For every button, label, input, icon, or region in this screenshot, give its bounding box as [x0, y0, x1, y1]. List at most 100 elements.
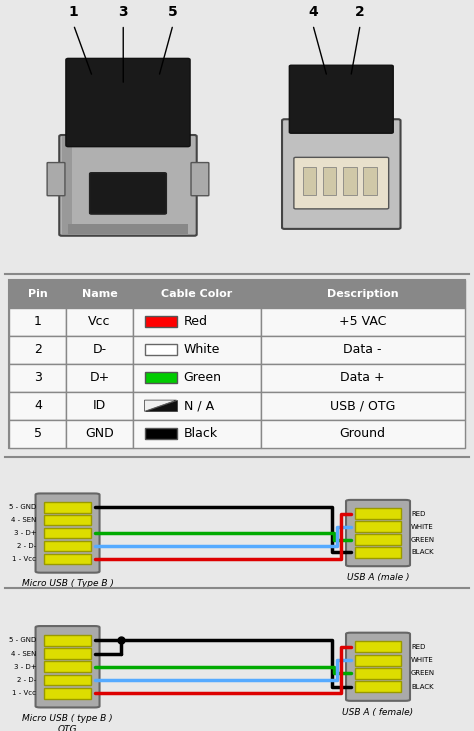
Bar [261, 308, 465, 336]
Bar [133, 420, 261, 447]
Text: Red: Red [183, 315, 208, 328]
Bar [145, 316, 176, 327]
Text: Data +: Data + [340, 371, 385, 385]
Bar [133, 364, 261, 392]
Text: USB / OTG: USB / OTG [330, 399, 395, 412]
Bar [145, 344, 176, 355]
FancyBboxPatch shape [47, 162, 65, 196]
Polygon shape [145, 400, 176, 412]
Bar [355, 521, 401, 532]
Text: 1 - Vcc: 1 - Vcc [12, 556, 36, 562]
FancyBboxPatch shape [191, 162, 209, 196]
Bar [364, 167, 377, 194]
Text: 4: 4 [34, 399, 42, 412]
Bar [66, 308, 133, 336]
Bar [44, 662, 91, 673]
Text: Cable Color: Cable Color [161, 289, 232, 299]
FancyBboxPatch shape [289, 65, 393, 133]
Text: White: White [183, 343, 220, 356]
Text: 3: 3 [34, 371, 42, 385]
Text: 4 - SEN: 4 - SEN [11, 517, 36, 523]
Text: 5 - GND: 5 - GND [9, 637, 36, 643]
Bar [302, 167, 316, 194]
FancyBboxPatch shape [36, 493, 100, 572]
Bar [44, 553, 91, 564]
Text: BLACK: BLACK [411, 683, 434, 689]
Text: 2 - D-: 2 - D- [18, 677, 36, 683]
Bar [355, 681, 401, 692]
Text: 5: 5 [168, 5, 178, 19]
Text: Micro USB ( Type B ): Micro USB ( Type B ) [22, 579, 113, 588]
Text: RED: RED [411, 644, 425, 650]
Text: 2: 2 [356, 5, 365, 19]
Text: GND: GND [85, 427, 114, 440]
Bar [261, 280, 465, 308]
FancyBboxPatch shape [59, 135, 197, 235]
Text: 2: 2 [34, 343, 42, 356]
Text: 3 - D+: 3 - D+ [14, 530, 36, 536]
Text: BLACK: BLACK [411, 550, 434, 556]
Text: D-: D- [92, 343, 107, 356]
Text: 5 - GND: 5 - GND [9, 504, 36, 510]
Text: 2 - D-: 2 - D- [18, 543, 36, 549]
Bar [133, 308, 261, 336]
Bar [343, 167, 356, 194]
Bar [261, 336, 465, 363]
Bar [44, 541, 91, 551]
Bar [9, 420, 66, 447]
Bar [355, 547, 401, 558]
Text: WHITE: WHITE [411, 523, 434, 530]
Bar [44, 502, 91, 512]
Text: D+: D+ [90, 371, 109, 385]
Text: Vcc: Vcc [88, 315, 111, 328]
Bar [66, 336, 133, 363]
FancyBboxPatch shape [66, 58, 190, 147]
Text: Ground: Ground [339, 427, 386, 440]
Bar [44, 515, 91, 526]
Bar [355, 655, 401, 665]
Text: 4: 4 [308, 5, 318, 19]
Text: 1 - Vcc: 1 - Vcc [12, 690, 36, 696]
Bar [66, 364, 133, 392]
Text: WHITE: WHITE [411, 657, 434, 663]
Text: GREEN: GREEN [411, 537, 435, 542]
Bar [355, 534, 401, 545]
Text: +5 VAC: +5 VAC [339, 315, 386, 328]
Text: Data -: Data - [343, 343, 382, 356]
Bar [261, 420, 465, 447]
Bar [323, 167, 337, 194]
Text: USB A (male ): USB A (male ) [347, 573, 409, 582]
Text: GREEN: GREEN [411, 670, 435, 676]
Bar [44, 635, 91, 645]
FancyBboxPatch shape [294, 157, 389, 209]
FancyBboxPatch shape [36, 626, 100, 708]
Text: N / A: N / A [183, 399, 214, 412]
Bar [66, 280, 133, 308]
Bar [44, 675, 91, 686]
FancyBboxPatch shape [346, 632, 410, 701]
Bar [133, 336, 261, 363]
Polygon shape [145, 400, 176, 412]
Bar [261, 364, 465, 392]
FancyBboxPatch shape [282, 119, 401, 229]
Text: 3: 3 [118, 5, 128, 19]
Bar [68, 224, 188, 235]
Text: RED: RED [411, 511, 425, 517]
Text: 5: 5 [34, 427, 42, 440]
Bar [9, 392, 66, 420]
Bar [9, 336, 66, 363]
Bar [44, 528, 91, 538]
Bar [145, 372, 176, 383]
Text: Pin: Pin [28, 289, 48, 299]
FancyBboxPatch shape [90, 173, 166, 214]
Text: 3 - D+: 3 - D+ [14, 664, 36, 670]
Text: Black: Black [183, 427, 218, 440]
Text: 1: 1 [34, 315, 42, 328]
Text: 4 - SEN: 4 - SEN [11, 651, 36, 656]
Bar [9, 308, 66, 336]
Bar [44, 648, 91, 659]
Bar [133, 280, 261, 308]
Bar [133, 392, 261, 420]
Bar [44, 688, 91, 699]
Text: USB A ( female): USB A ( female) [342, 708, 414, 716]
